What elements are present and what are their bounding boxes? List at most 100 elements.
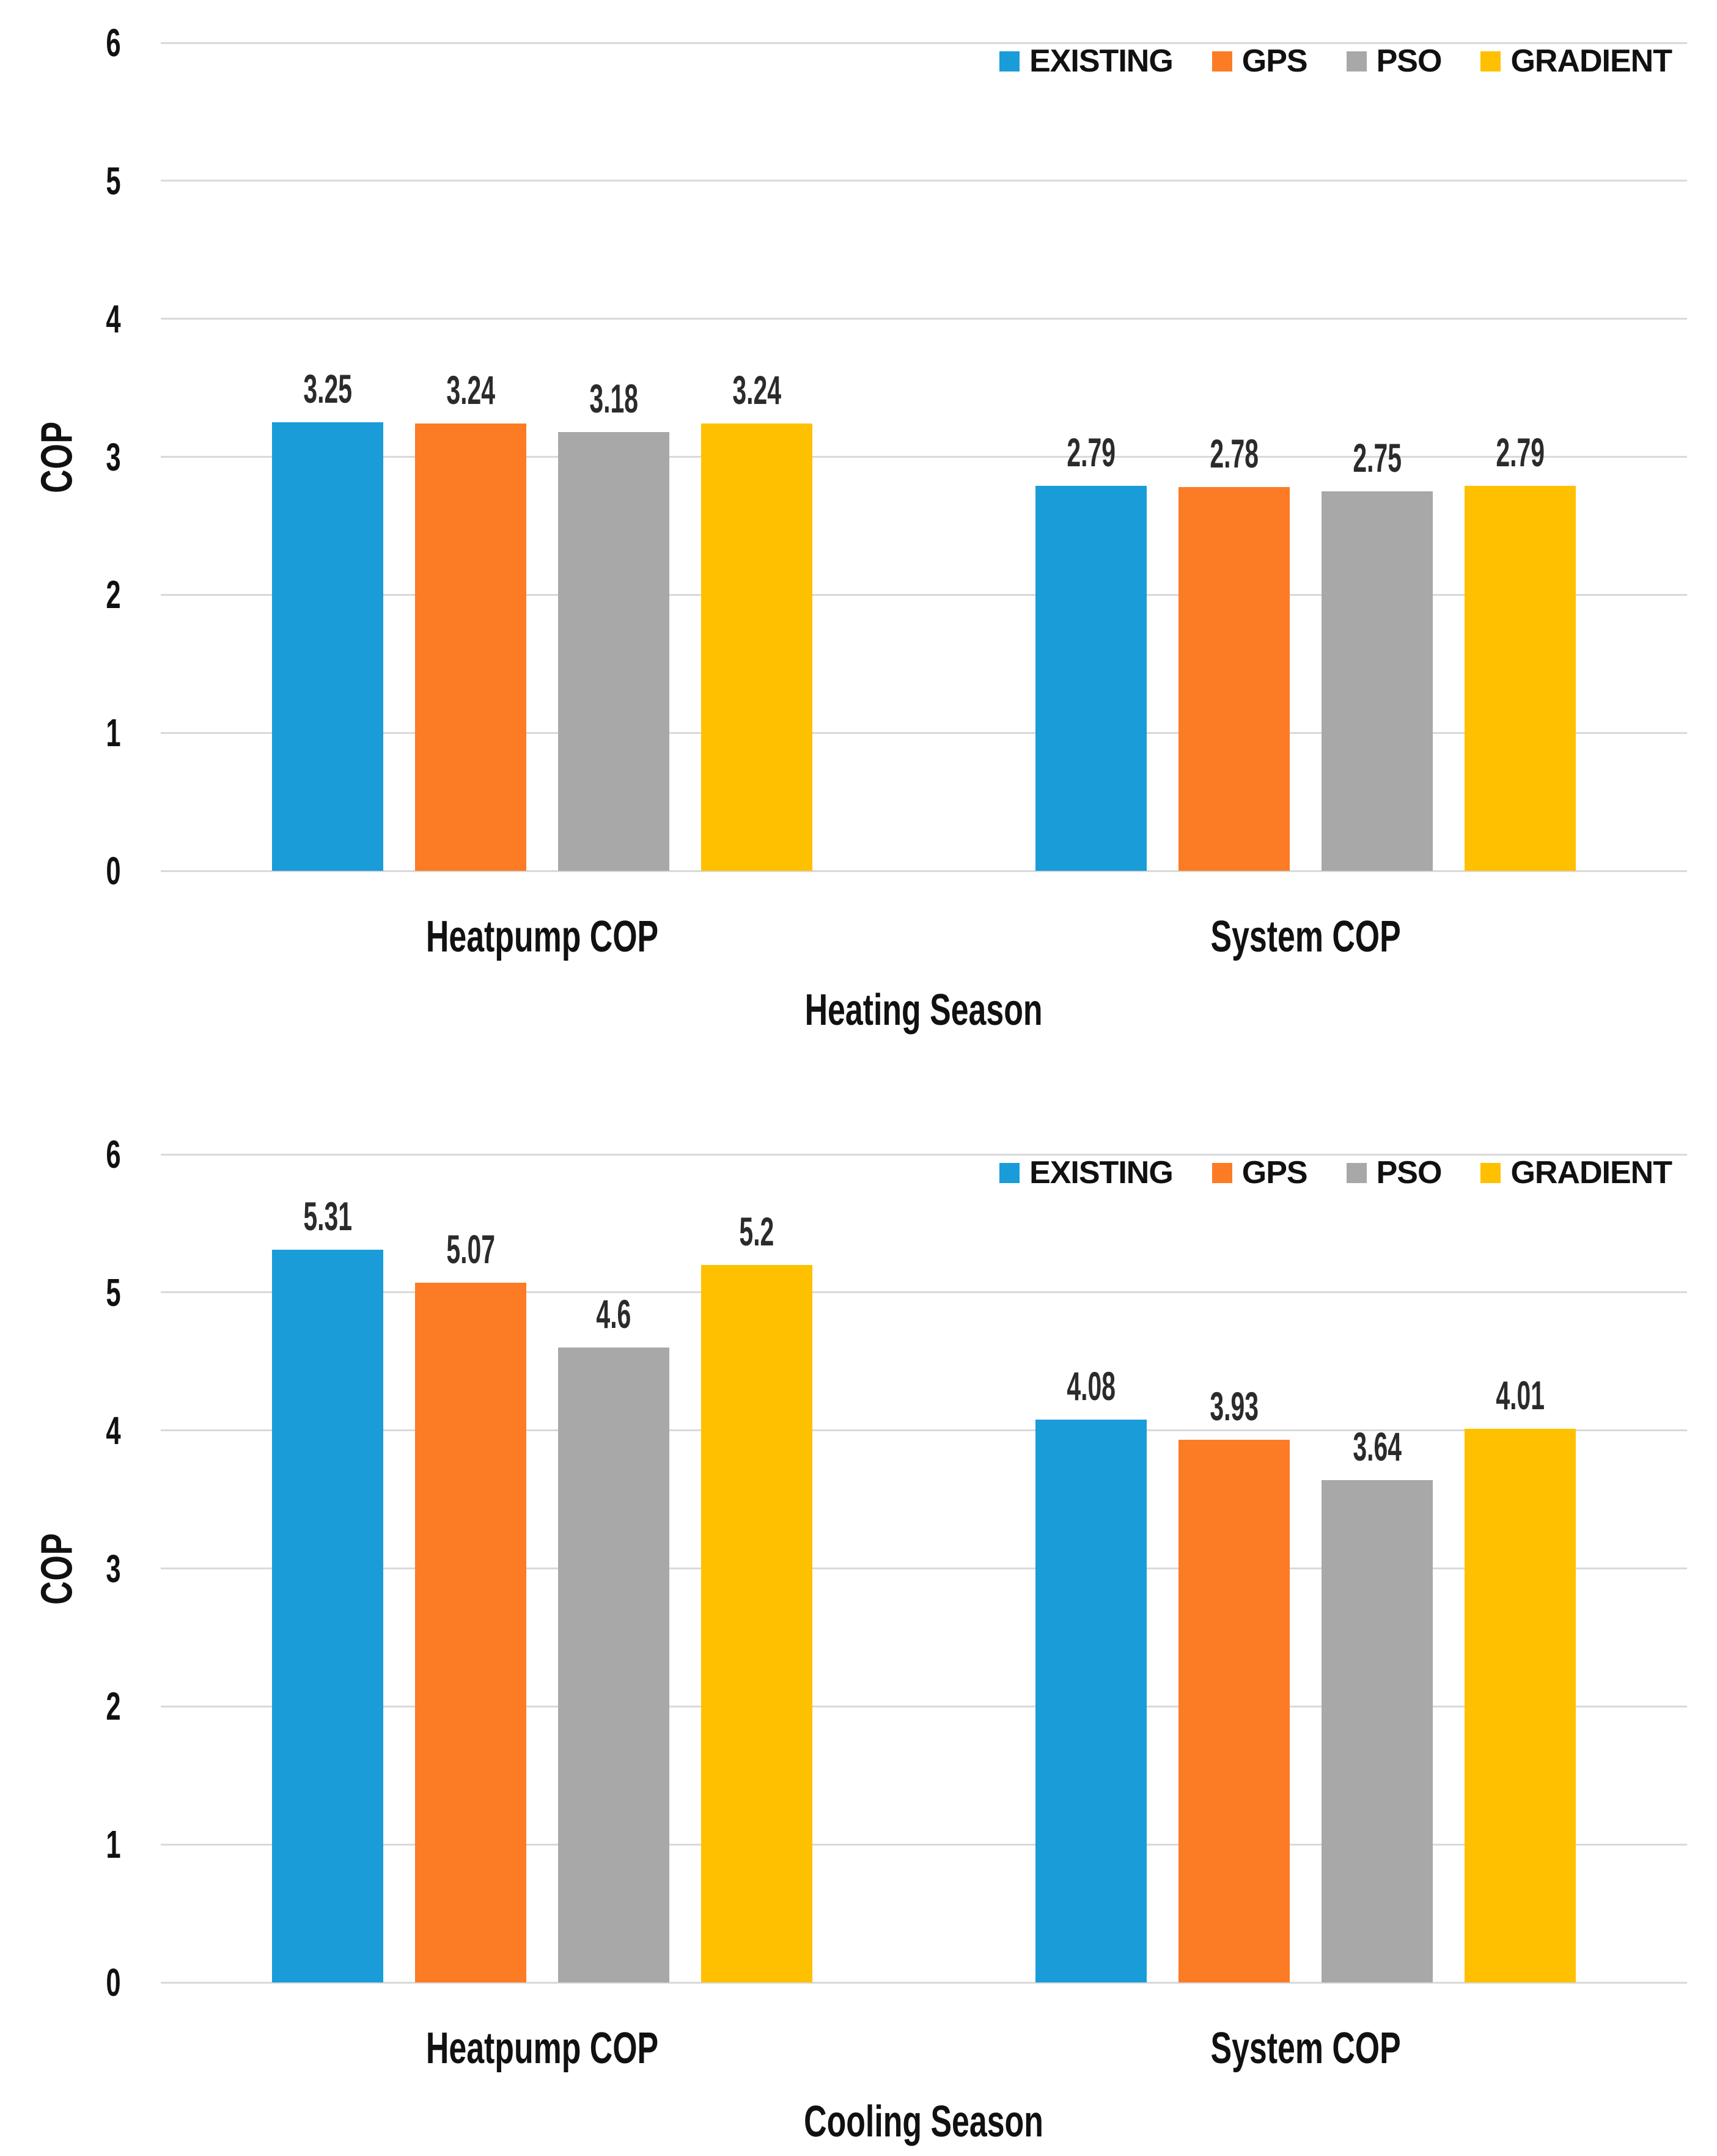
bar-rect: [415, 1283, 527, 1982]
gridline-1: [161, 1843, 1687, 1846]
category-label-1: System COP: [924, 912, 1688, 963]
legend-label: PSO: [1376, 43, 1443, 79]
y-tick-label: 4: [106, 296, 121, 341]
bar-existing: 2.79: [1035, 43, 1147, 871]
bar-rect: [1321, 491, 1433, 871]
data-label: 3.24: [432, 370, 510, 410]
category-label-text: Heatpump COP: [426, 2024, 659, 2073]
y-tick-0: 0: [99, 1963, 121, 2002]
gridline-6: [161, 42, 1687, 44]
legend-label: PSO: [1376, 1155, 1443, 1190]
gridline-0: [161, 870, 1687, 872]
y-tick-6: 6: [99, 1135, 121, 1174]
legend-swatch-gps: [1211, 51, 1232, 72]
y-tick-label: 5: [106, 1270, 121, 1314]
legend-swatch-existing: [999, 51, 1020, 72]
bar-gps: 3.93: [1178, 1154, 1290, 1982]
y-tick-4: 4: [99, 1411, 121, 1450]
data-label-text: 3.93: [1209, 1384, 1259, 1429]
bar-rect: [1035, 485, 1147, 871]
legend: EXISTING GPS PSO GRADIENT: [999, 1157, 1672, 1189]
legend-swatch-gradient: [1480, 51, 1501, 72]
y-tick-label: 0: [106, 849, 121, 893]
category-labels: Heatpump COP System COP: [161, 2023, 1687, 2074]
y-tick-5: 5: [99, 1273, 121, 1312]
data-label-text: 4.08: [1066, 1363, 1116, 1409]
chart-title: Cooling Season: [161, 2097, 1687, 2147]
bar-gradient: 4.01: [1464, 1154, 1576, 1982]
data-label: 3.64: [1338, 1426, 1416, 1467]
bar-pso: 3.18: [558, 43, 670, 871]
y-tick-0: 0: [99, 851, 121, 890]
y-tick-label: 1: [106, 1822, 121, 1867]
data-label: 5.31: [289, 1196, 367, 1236]
y-tick-4: 4: [99, 299, 121, 339]
bar-pso: 3.64: [1321, 1154, 1433, 1982]
bar-gradient: 5.2: [701, 1154, 813, 1982]
data-label: 4.01: [1481, 1375, 1559, 1415]
gridline-3: [161, 456, 1687, 458]
category-label-0: Heatpump COP: [161, 2023, 924, 2074]
legend-item-pso: PSO: [1346, 1155, 1443, 1190]
legend-item-pso: PSO: [1346, 43, 1443, 79]
data-label-text: 2.79: [1066, 429, 1116, 475]
y-tick-label: 1: [106, 711, 121, 755]
legend-swatch-pso: [1346, 1162, 1367, 1183]
data-label: 5.2: [729, 1211, 785, 1252]
category-label-1: System COP: [924, 2023, 1688, 2074]
plot-area: 5.31 5.07 4.6 5.2 4.08 3.93 3.64 4.01 EXISTING G…: [161, 1153, 1687, 1984]
data-label-text: 4.6: [596, 1291, 631, 1337]
bar-gps: 2.78: [1178, 43, 1290, 871]
data-label-text: 5.2: [739, 1208, 774, 1254]
data-label: 4.6: [586, 1294, 642, 1334]
legend-label: GPS: [1241, 1155, 1308, 1190]
legend-swatch-gps: [1211, 1162, 1232, 1183]
legend-item-existing: EXISTING: [999, 45, 1174, 77]
category-labels: Heatpump COP System COP: [161, 912, 1687, 963]
category-label-text: System COP: [1210, 2024, 1401, 2073]
data-label: 3.25: [289, 369, 367, 409]
data-label: 3.18: [575, 378, 653, 419]
legend-item-gradient: GRADIENT: [1480, 1157, 1672, 1189]
bar-rect: [701, 1264, 813, 1982]
y-tick-label: 2: [106, 1684, 121, 1729]
bar-group-0: 3.25 3.24 3.18 3.24: [161, 43, 924, 871]
y-tick-3: 3: [99, 1549, 121, 1588]
gridline-1: [161, 732, 1687, 734]
y-tick-1: 1: [99, 713, 121, 752]
bar-rect: [1178, 1440, 1290, 1982]
data-label: 4.08: [1052, 1366, 1130, 1406]
chart-title-text: Heating Season: [805, 986, 1043, 1035]
legend-item-gps: GPS: [1211, 45, 1308, 77]
gridline-2: [161, 593, 1687, 596]
y-tick-label: 0: [106, 1960, 121, 2004]
chart-title: Heating Season: [161, 985, 1687, 1036]
bar-groups: 5.31 5.07 4.6 5.2 4.08 3.93 3.64 4.01: [161, 1154, 1687, 1982]
bar-gps: 5.07: [415, 1154, 527, 1982]
bar-existing: 5.31: [272, 1154, 384, 1982]
y-tick-label: 6: [106, 21, 121, 65]
bar-pso: 2.75: [1321, 43, 1433, 871]
bar-rect: [701, 424, 813, 871]
y-tick-label: 5: [106, 158, 121, 203]
gridline-6: [161, 1153, 1687, 1156]
data-label-text: 3.18: [589, 375, 639, 421]
y-tick-label: 3: [106, 1546, 121, 1591]
category-label-text: System COP: [1210, 912, 1401, 961]
bar-groups: 3.25 3.24 3.18 3.24 2.79 2.78 2.75 2.79: [161, 43, 1687, 871]
y-axis: 6 5 4 3 2 1 0: [0, 23, 142, 890]
bar-rect: [1464, 485, 1576, 871]
data-label: 5.07: [432, 1229, 510, 1269]
data-label: 2.75: [1338, 438, 1416, 478]
data-label: 3.24: [718, 370, 796, 410]
bar-group-1: 2.79 2.78 2.75 2.79: [924, 43, 1688, 871]
data-label-text: 3.25: [303, 366, 353, 412]
gridline-4: [161, 1429, 1687, 1432]
data-label: 2.79: [1481, 432, 1559, 472]
y-tick-label: 4: [106, 1408, 121, 1453]
legend-swatch-gradient: [1480, 1162, 1501, 1183]
gridline-5: [161, 1291, 1687, 1294]
legend-item-gradient: GRADIENT: [1480, 45, 1672, 77]
